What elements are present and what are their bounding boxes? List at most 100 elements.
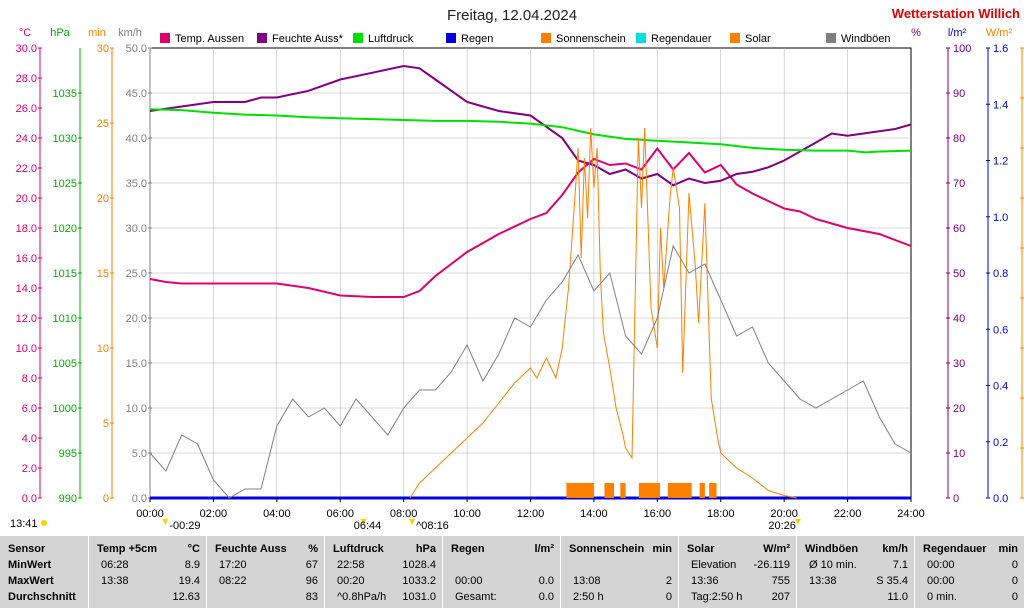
sunshine-row [561, 557, 678, 573]
solar-row-time: 13:36 [691, 575, 719, 587]
temp-tick-label: 6.0 [22, 403, 37, 415]
rain-tick-label: 0.2 [993, 437, 1008, 449]
temp-tick-label: 14.0 [16, 283, 37, 295]
pressure-unit-label: hPa [50, 27, 70, 39]
temp-tick-label: 28.0 [16, 73, 37, 85]
pressure-row: ^0.8hPa/h 1031.0 [325, 589, 442, 605]
legend-label: Temp. Aussen [175, 33, 244, 45]
sun-marker-icon [162, 519, 169, 525]
sun-time-label: ^08:16 [416, 520, 449, 532]
rain-tick-label: 1.2 [993, 156, 1008, 168]
temp-row: 06:28 8.9 [89, 557, 206, 573]
humidity-header-row: Feuchte Auss% [207, 541, 324, 557]
weather-chart: Freitag, 12.04.2024 Wetterstation Willic… [10, 6, 1024, 532]
legend-swatch [160, 33, 170, 43]
temp-tick-label: 4.0 [22, 433, 37, 445]
x-tick-label: 24:00 [897, 508, 925, 520]
sunshine-tick-label: 5 [103, 418, 109, 430]
legend-label: Regen [461, 33, 493, 45]
rain-tick-label: 0.8 [993, 268, 1008, 280]
humidity-tick-label: 40 [953, 313, 965, 325]
x-tick-label: 12:00 [517, 508, 545, 520]
legend-item: Luftdruck [353, 33, 414, 45]
temp-tick-label: 2.0 [22, 463, 37, 475]
sunshine-bar [709, 483, 717, 498]
chart-title: Freitag, 12.04.2024 [447, 7, 577, 24]
x-tick-label: 08:00 [390, 508, 418, 520]
x-tick-label: 04:00 [263, 508, 291, 520]
humidity-tick-label: 20 [953, 403, 965, 415]
raindur-row: 00:00 0 [915, 557, 1024, 573]
wind-tick-label: 10.0 [126, 403, 147, 415]
wind-row-time: 13:38 [809, 575, 837, 587]
solar-row-value: 755 [771, 575, 790, 587]
rain-header: Regen [451, 543, 485, 555]
temp-tick-label: 10.0 [16, 343, 37, 355]
pressure-row-value: 1028.4 [402, 559, 436, 571]
solar-unit: W/m² [763, 543, 790, 555]
x-tick-label: 06:00 [326, 508, 354, 520]
rain-row-time: 00:00 [455, 575, 483, 587]
humidity-column: Feuchte Auss% 17:20 67 08:22 96 83 [206, 536, 324, 608]
wind-tick-label: 35.0 [126, 178, 147, 190]
temp-row: 12.63 [89, 589, 206, 605]
pressure-row: 22:58 1028.4 [325, 557, 442, 573]
rain-row-value: 0.0 [538, 591, 554, 603]
rain-row-value: 0.0 [538, 575, 554, 587]
humidity-row: 83 [207, 589, 324, 605]
wind-row-value: 11.0 [887, 591, 908, 603]
humidity-tick-label: 90 [953, 88, 965, 100]
wind-row-time: Ø 10 min. [809, 559, 857, 571]
wind-row-value: 7.1 [892, 559, 908, 571]
wind-tick-label: 40.0 [126, 133, 147, 145]
solar-row-value: -26.119 [753, 559, 791, 571]
rain-column: Regen l/m² 00:00 0.0 Gesamt: 0.0 [442, 536, 560, 608]
row-label-min: MinWert [8, 559, 52, 571]
series-feuchte-auss- [149, 64, 912, 187]
raindur-row-value: 0 [1011, 559, 1018, 571]
sun-time-label: 06:44 [354, 520, 382, 532]
pressure-row-time: 00:20 [337, 575, 365, 587]
raindur-row-time: 0 min. [927, 591, 957, 603]
series-solar [409, 127, 797, 499]
wind-tick-label: 5.0 [132, 448, 147, 460]
humidity-row-time: 08:22 [219, 575, 247, 587]
sunshine-tick-label: 15 [97, 268, 109, 280]
humidity-row-time: 17:20 [219, 559, 247, 571]
legend-label: Windböen [841, 33, 891, 45]
wind-tick-label: 25.0 [126, 268, 147, 280]
rain-tick-label: 1.4 [993, 99, 1008, 111]
series-line [149, 64, 912, 187]
humidity-tick-label: 50 [953, 268, 965, 280]
temp-tick-label: 30.0 [16, 43, 37, 55]
sensor-header-row: Sensor [0, 541, 88, 557]
sunshine-row-time: 13:08 [573, 575, 601, 587]
pressure-tick-label: 1035 [53, 88, 77, 100]
solar-row: Tag:2:50 h 207 [679, 589, 796, 605]
series-line [409, 127, 797, 499]
plot-axes: 0.0 2.0 4.0 6.0 8.0 10.0 12.0 14.0 16.0 18.0 20.0 2… [16, 43, 1024, 505]
sensor-row-label: MinWert [0, 557, 88, 573]
temp-row: 13:38 19.4 [89, 573, 206, 589]
legend-swatch [730, 33, 740, 43]
temp-unit-label: °C [19, 27, 31, 39]
solar-row-time: Tag:2:50 h [691, 591, 743, 603]
humidity-header: Feuchte Auss [215, 543, 287, 555]
wind-header: Windböen [805, 543, 859, 555]
legend-swatch [257, 33, 267, 43]
sunshine-bar [699, 483, 705, 498]
raindur-row: 00:00 0 [915, 573, 1024, 589]
pressure-column: Luftdruck hPa 22:58 1028.4 00:20 1033.2 ^0.8hP… [324, 536, 442, 608]
wind-row: 11.0 [797, 589, 914, 605]
sun-marker-icon [409, 519, 416, 525]
humidity-row-value: 83 [305, 591, 318, 603]
series-line [149, 108, 912, 154]
sunshine-bar [566, 483, 594, 498]
sunshine-row-time: 2:50 h [573, 591, 604, 603]
legend-label: Sonnenschein [556, 33, 626, 45]
temp-tick-label: 22.0 [16, 163, 37, 175]
series-windb-en [149, 244, 912, 499]
sun-time-label: -00:29 [169, 520, 200, 532]
legend-item: Solar [730, 33, 771, 45]
pressure-tick-label: 990 [59, 493, 77, 505]
